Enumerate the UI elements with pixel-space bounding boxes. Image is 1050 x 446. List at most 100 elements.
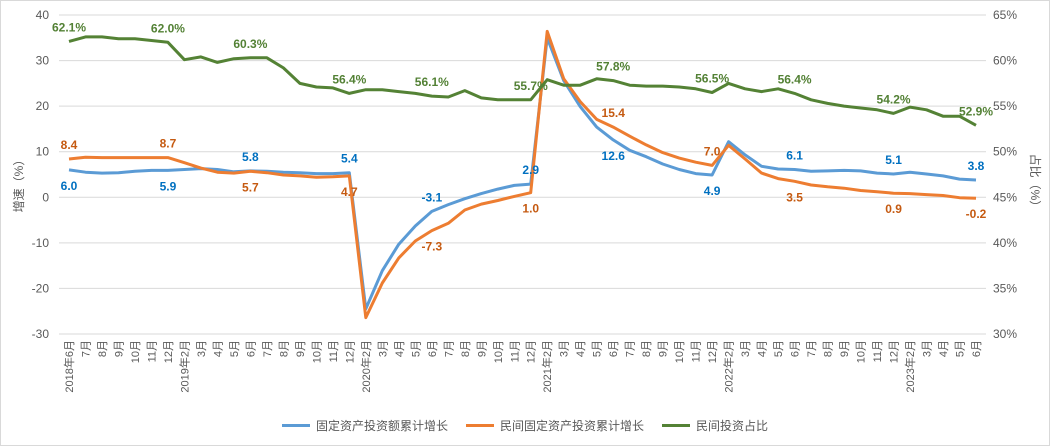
x-tick-label: 9月 bbox=[658, 340, 670, 357]
x-tick-label: 2023年2月 bbox=[903, 340, 917, 393]
legend-label: 民间固定资产投资累计增长 bbox=[499, 419, 644, 433]
x-tick-label: 2019年2月 bbox=[177, 340, 191, 393]
legend: 固定资产投资额累计增长 民间固定资产投资累计增长 民间投资占比 bbox=[1, 417, 1049, 434]
x-tick-label: 8月 bbox=[97, 340, 109, 357]
left-axis-title: 增速（%） bbox=[12, 154, 26, 213]
x-tick-label: 4月 bbox=[938, 340, 950, 357]
data-label: 57.8% bbox=[596, 60, 630, 74]
x-tick-label: 3月 bbox=[196, 340, 208, 357]
x-tick-label: 3月 bbox=[377, 340, 389, 357]
legend-swatch bbox=[465, 424, 494, 427]
left-axis-ticks: 40 30 20 10 0 -10 -20 -30 bbox=[32, 8, 50, 341]
x-tick-label: 9月 bbox=[113, 340, 125, 357]
data-label: 56.4% bbox=[778, 72, 812, 86]
y2-tick-label: 50% bbox=[993, 145, 1017, 159]
x-tick-label: 12月 bbox=[707, 340, 719, 363]
x-tick-label: 7月 bbox=[262, 340, 274, 357]
x-tick-label: 11月 bbox=[691, 340, 703, 362]
y2-tick-label: 35% bbox=[993, 281, 1017, 295]
x-tick-label: 4月 bbox=[575, 340, 587, 357]
data-label: -7.3 bbox=[421, 240, 442, 254]
x-axis-ticks: 2018年6月 7月 8月 9月 10月 11月 12月 2019年2月 3月 4月 5月 6月 7月 8… bbox=[62, 340, 983, 393]
x-tick-label: 10月 bbox=[493, 340, 505, 363]
data-label: -3.1 bbox=[421, 190, 442, 204]
data-label: 6.1 bbox=[786, 148, 803, 162]
x-tick-label: 7月 bbox=[806, 340, 818, 357]
data-label: 7.0 bbox=[704, 144, 721, 158]
data-label: 55.7% bbox=[514, 79, 548, 93]
data-label: 4.9 bbox=[704, 184, 721, 198]
x-tick-label: 2018年6月 bbox=[62, 340, 76, 393]
y-tick-label: 40 bbox=[36, 8, 50, 22]
y2-tick-label: 40% bbox=[993, 236, 1017, 250]
x-tick-label: 9月 bbox=[295, 340, 307, 357]
x-tick-label: 11月 bbox=[872, 340, 884, 362]
y2-tick-label: 45% bbox=[993, 190, 1017, 204]
y2-tick-label: 55% bbox=[993, 99, 1017, 113]
x-tick-label: 7月 bbox=[80, 340, 92, 357]
data-label: 0.9 bbox=[885, 202, 902, 216]
data-labels: 6.0 5.9 5.8 5.4 -3.1 2.9 12.6 4.9 6.1 5.1 3.8 8.4 8.… bbox=[52, 20, 993, 253]
x-tick-label: 11月 bbox=[146, 340, 158, 362]
x-tick-label: 10月 bbox=[856, 340, 868, 363]
data-label: 3.5 bbox=[786, 190, 803, 204]
data-label: 62.1% bbox=[52, 20, 86, 34]
legend-item-private[interactable]: 民间固定资产投资累计增长 bbox=[465, 417, 644, 434]
y-tick-label: 20 bbox=[36, 99, 50, 113]
data-label: 6.0 bbox=[61, 179, 78, 193]
data-label: 56.5% bbox=[695, 71, 729, 85]
legend-swatch bbox=[281, 424, 310, 427]
data-label: 5.7 bbox=[242, 180, 259, 194]
y2-tick-label: 30% bbox=[993, 327, 1017, 341]
data-label: 2.9 bbox=[522, 163, 539, 177]
x-tick-label: 10月 bbox=[674, 340, 686, 363]
data-label: 56.4% bbox=[332, 72, 366, 86]
data-label: 62.0% bbox=[151, 21, 185, 35]
x-tick-label: 8月 bbox=[278, 340, 290, 357]
y-tick-label: -10 bbox=[32, 236, 50, 250]
series-line-2 bbox=[68, 29, 977, 320]
y2-tick-label: 60% bbox=[993, 54, 1017, 68]
y-tick-label: 10 bbox=[36, 145, 50, 159]
legend-item-fai[interactable]: 固定资产投资额累计增长 bbox=[281, 417, 448, 434]
x-tick-label: 8月 bbox=[823, 340, 835, 357]
x-tick-label: 3月 bbox=[740, 340, 752, 357]
data-label: 60.3% bbox=[233, 37, 267, 51]
x-tick-label: 12月 bbox=[344, 340, 356, 363]
x-tick-label: 8月 bbox=[641, 340, 653, 357]
x-tick-label: 9月 bbox=[476, 340, 488, 357]
x-tick-label: 4月 bbox=[394, 340, 406, 357]
y-tick-label: 30 bbox=[36, 54, 50, 68]
data-label: 1.0 bbox=[522, 202, 539, 216]
data-label: 8.4 bbox=[61, 138, 78, 152]
data-label: -0.2 bbox=[966, 207, 987, 221]
data-label: 5.8 bbox=[242, 150, 259, 164]
x-tick-label: 6月 bbox=[971, 340, 983, 357]
data-label: 54.2% bbox=[877, 92, 911, 106]
data-label: 4.7 bbox=[341, 185, 358, 199]
x-tick-label: 4月 bbox=[757, 340, 769, 357]
x-tick-label: 5月 bbox=[773, 340, 785, 357]
x-tick-label: 8月 bbox=[460, 340, 472, 357]
data-label: 12.6 bbox=[602, 149, 626, 163]
x-tick-label: 7月 bbox=[625, 340, 637, 357]
x-tick-label: 2020年2月 bbox=[359, 340, 373, 393]
legend-label: 固定资产投资额累计增长 bbox=[315, 419, 448, 433]
x-tick-label: 3月 bbox=[559, 340, 571, 357]
right-axis-ticks: 65% 60% 55% 50% 45% 40% 35% 30% bbox=[993, 8, 1017, 341]
x-tick-label: 2022年2月 bbox=[722, 340, 736, 393]
legend-item-share[interactable]: 民间投资占比 bbox=[662, 417, 768, 434]
data-label: 15.4 bbox=[602, 106, 626, 120]
x-tick-label: 5月 bbox=[229, 340, 241, 357]
series-lines bbox=[68, 29, 977, 320]
x-tick-label: 11月 bbox=[328, 340, 340, 362]
y-tick-label: -30 bbox=[32, 327, 50, 341]
y-tick-label: 0 bbox=[42, 190, 49, 204]
data-label: 56.1% bbox=[415, 75, 449, 89]
x-tick-label: 5月 bbox=[955, 340, 967, 357]
x-tick-label: 6月 bbox=[608, 340, 620, 357]
x-tick-label: 2021年2月 bbox=[540, 340, 554, 393]
data-label: 52.9% bbox=[959, 104, 993, 118]
